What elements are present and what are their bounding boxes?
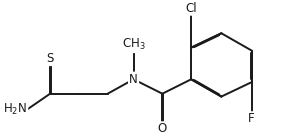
Text: Cl: Cl (185, 2, 197, 15)
Text: N: N (129, 73, 138, 86)
Text: O: O (158, 122, 167, 136)
Text: S: S (47, 52, 54, 65)
Text: H$_2$N: H$_2$N (3, 102, 27, 117)
Text: CH$_3$: CH$_3$ (122, 37, 145, 52)
Text: F: F (248, 112, 255, 125)
